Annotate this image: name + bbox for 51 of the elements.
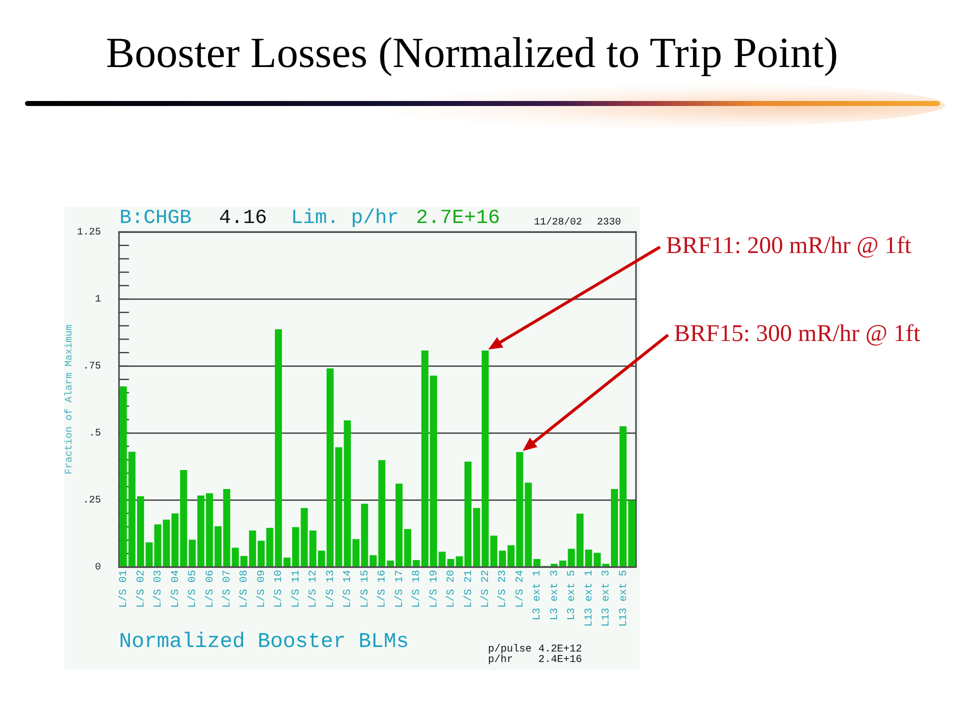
y-tick-label: .75 — [82, 362, 101, 373]
x-tick-label: L/S 18 — [411, 570, 424, 608]
y-axis-title: Fraction of Alarm Maximum — [64, 324, 76, 475]
x-tick-label: L/S 19 — [428, 570, 440, 608]
text: 4.16 — [219, 207, 268, 230]
x-tick-label: L/S 05 — [187, 570, 200, 608]
x-tick-label: L/S 09 — [256, 570, 268, 608]
text: 11/28/02 — [534, 216, 582, 228]
x-tick-label: L/S 20 — [446, 570, 458, 608]
annotation: BRF15: 300 mR/hr @ 1ft — [674, 321, 920, 347]
x-tick-label: L/S 08 — [238, 570, 251, 608]
x-tick-label: L3 ext 3 — [548, 570, 561, 620]
text: 2.7E+16 — [416, 207, 500, 230]
text: p/pulse — [488, 644, 532, 656]
x-tick-label: L13 ext 5 — [618, 570, 630, 627]
x-tick-label: L/S 23 — [497, 570, 510, 608]
x-tick-label: L/S 24 — [514, 570, 526, 608]
annotation: BRF11: 200 mR/hr @ 1ft — [666, 233, 912, 259]
x-tick-label: L/S 15 — [359, 570, 372, 608]
text: B:CHGB — [120, 207, 192, 230]
x-axis-title: Normalized Booster BLMs — [119, 630, 409, 654]
text: 2330 — [597, 218, 622, 228]
text: 4.2E+12 — [538, 644, 582, 656]
x-tick-label: L/S 13 — [324, 570, 337, 608]
chart-title: Booster Losses (Normalized to Trip Point) — [104, 29, 840, 79]
x-tick-label: L/S 16 — [376, 570, 389, 608]
x-tick-label: L13 ext 3 — [600, 570, 613, 627]
text: p/hr — [488, 654, 513, 666]
y-tick-label: .5 — [88, 428, 101, 440]
text: 2.4E+16 — [538, 654, 582, 666]
x-tick-label: L/S 07 — [221, 570, 234, 608]
x-tick-label: L3 ext 1 — [532, 570, 544, 620]
y-tick-label: 1.25 — [76, 228, 101, 239]
x-tick-label: L/S 06 — [204, 570, 216, 608]
x-tick-label: L/S 22 — [480, 570, 492, 608]
x-tick-label: L/S 14 — [342, 570, 354, 608]
y-tick-label: .25 — [82, 496, 101, 507]
x-tick-label: L/S 11 — [290, 570, 302, 608]
x-tick-label: L/S 04 — [170, 570, 182, 608]
x-tick-label: L3 ext 5 — [566, 570, 578, 620]
x-tick-label: L/S 02 — [135, 570, 148, 608]
x-tick-label: L/S 10 — [273, 570, 286, 608]
y-tick-label: 1 — [94, 294, 101, 306]
text: Lim. p/hr — [291, 207, 400, 230]
x-tick-label: L/S 01 — [118, 570, 130, 608]
x-tick-label: L/S 21 — [462, 570, 475, 608]
x-tick-label: L/S 03 — [152, 570, 165, 608]
x-tick-label: L/S 12 — [308, 570, 320, 608]
x-tick-label: L13 ext 1 — [583, 570, 596, 627]
x-tick-label: L/S 17 — [394, 570, 406, 608]
y-tick-label: 0 — [94, 562, 101, 574]
